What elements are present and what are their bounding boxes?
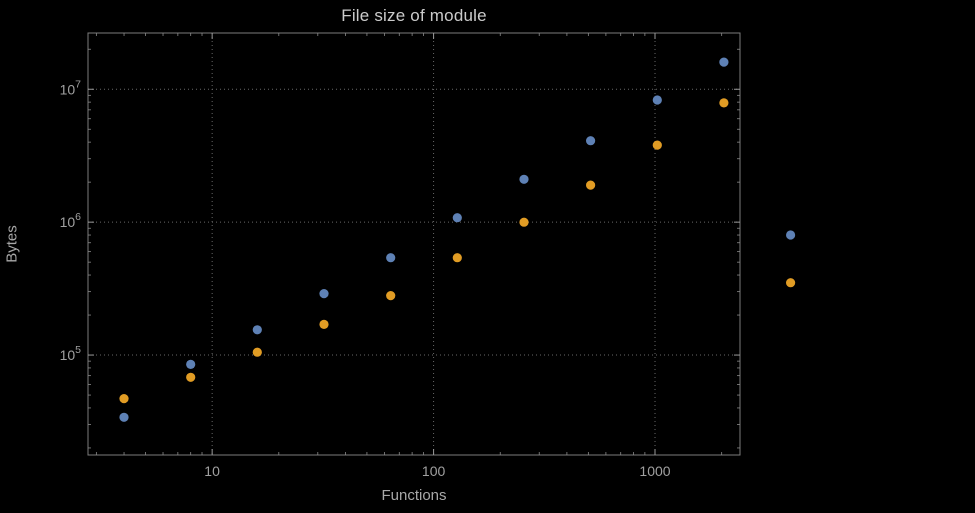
data-point-series-2 bbox=[719, 98, 729, 108]
data-point-series-2 bbox=[786, 278, 796, 288]
y-tick-label: 107 bbox=[60, 78, 82, 97]
data-point-series-2 bbox=[319, 319, 329, 329]
y-tick-label: 106 bbox=[60, 211, 82, 230]
data-point-series-1 bbox=[186, 359, 196, 369]
data-point-series-1 bbox=[719, 57, 729, 67]
data-point-series-1 bbox=[652, 95, 662, 105]
data-point-series-2 bbox=[119, 394, 129, 404]
y-tick-label: 105 bbox=[60, 344, 82, 363]
data-point-series-1 bbox=[252, 325, 262, 335]
x-axis-label: Functions bbox=[381, 487, 447, 504]
data-point-series-1 bbox=[786, 230, 796, 240]
data-point-series-2 bbox=[452, 253, 462, 263]
data-point-series-2 bbox=[586, 180, 596, 190]
data-point-series-2 bbox=[252, 347, 262, 357]
data-point-series-1 bbox=[319, 289, 329, 299]
data-point-series-1 bbox=[119, 412, 129, 422]
data-point-series-2 bbox=[186, 372, 196, 382]
data-point-series-2 bbox=[386, 291, 396, 301]
data-point-series-1 bbox=[586, 136, 596, 146]
x-tick-label: 1000 bbox=[639, 463, 670, 479]
chart-title: File size of module bbox=[341, 6, 487, 25]
data-point-series-1 bbox=[452, 213, 462, 223]
data-point-series-2 bbox=[519, 217, 529, 227]
data-point-series-1 bbox=[386, 253, 396, 263]
data-point-series-2 bbox=[652, 140, 662, 150]
y-axis-label: Bytes bbox=[3, 225, 21, 263]
data-point-series-1 bbox=[519, 174, 529, 184]
plot-frame bbox=[87, 32, 741, 456]
x-tick-label: 100 bbox=[422, 463, 446, 479]
x-tick-label: 10 bbox=[204, 463, 220, 479]
